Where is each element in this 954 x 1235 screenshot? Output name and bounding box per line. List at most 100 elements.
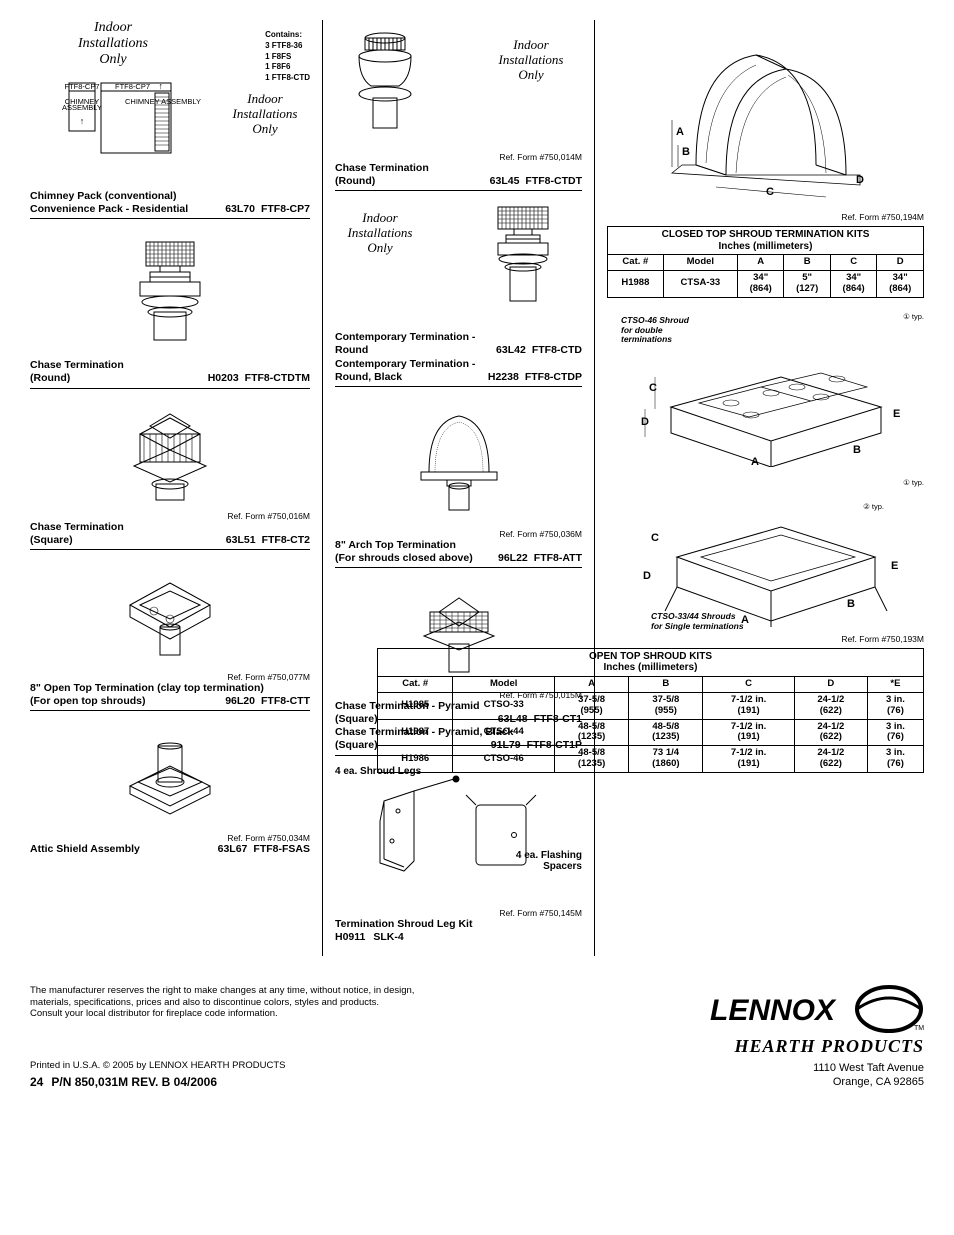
indoor-label-2: Indoor Installations Only: [220, 92, 310, 137]
td: 34" (864): [830, 270, 876, 297]
typ-note: ① typ.: [903, 478, 924, 487]
closed-top-table: CLOSED TOP SHROUD TERMINATION KITSInches…: [607, 226, 924, 298]
caption: FTF8-CTDP: [525, 371, 582, 384]
caption: Contemporary Termination -: [335, 331, 582, 344]
caption: FTF8-CP7: [261, 203, 310, 216]
td: 34" (864): [737, 270, 783, 297]
caption: Attic Shield Assembly: [30, 843, 212, 856]
svg-text:E: E: [893, 408, 900, 420]
caption: 96L20: [219, 695, 261, 708]
part-number: P/N 850,031M REV. B 04/2006: [51, 1075, 217, 1089]
caption: 63L51: [220, 534, 262, 547]
table-row: H1985CTSO-33 37-5/8 (955)37-5/8 (955) 7-…: [378, 692, 924, 719]
item-attic-shield: Ref. Form #750,034M Attic Shield Assembl…: [30, 721, 310, 858]
item-chase-round-dt: Indoor Installations Only Ref. Form #750…: [335, 20, 582, 191]
caption: Contemporary Termination -: [335, 358, 582, 371]
caption: FTF8-CTDT: [525, 175, 582, 188]
svg-text:A: A: [751, 456, 759, 467]
caption: 8" Open Top Termination (clay top termin…: [30, 682, 310, 695]
svg-text:E: E: [891, 560, 898, 572]
shroud-note: CTSO-46 Shroud for double terminations: [621, 316, 689, 345]
caption: (Round): [335, 175, 484, 188]
item-chase-square: Ref. Form #750,016M Chase Termination (S…: [30, 399, 310, 550]
ref-text: Ref. Form #750,077M: [30, 672, 310, 682]
svg-text:↑: ↑: [80, 116, 85, 126]
svg-text:FTF8-CP7: FTF8-CP7: [64, 82, 99, 91]
caption: FTF8-CTDTM: [245, 372, 310, 385]
th: A: [737, 255, 783, 271]
contains-list: Contains: 3 FTF8-36 1 F8FS 1 F8F6 1 FTF8…: [265, 30, 310, 83]
caption: H2238: [482, 371, 525, 384]
caption: FTF8-ATT: [534, 552, 582, 565]
svg-text:A: A: [676, 126, 684, 138]
svg-text:↑: ↑: [159, 81, 164, 91]
caption: Chase Termination: [30, 359, 310, 372]
indoor-label-4: Indoor Installations Only: [335, 211, 425, 256]
table-title: OPEN TOP SHROUD KITS: [589, 651, 712, 662]
middle-column: Indoor Installations Only Ref. Form #750…: [322, 20, 582, 956]
td: 5" (127): [784, 270, 830, 297]
caption: Termination Shroud Leg Kit: [335, 918, 582, 931]
caption: FTF8-CT2: [262, 534, 310, 547]
svg-text:LENNOX: LENNOX: [710, 994, 837, 1027]
ref-text: Ref. Form #750,194M: [607, 212, 924, 222]
table-subtitle: Inches (millimeters): [604, 662, 698, 673]
caption: Chimney Pack (conventional): [30, 190, 310, 203]
indoor-label-3: Indoor Installations Only: [486, 38, 576, 83]
svg-text:FTF8-CP7: FTF8-CP7: [115, 82, 150, 91]
closed-shroud-figure: A B C D Ref. Form #750,194M CLOSED TOP S…: [607, 20, 924, 298]
svg-text:B: B: [682, 146, 690, 158]
caption: Chase Termination: [30, 521, 310, 534]
caption: (For open top shrouds): [30, 695, 219, 708]
address-line: Orange, CA 92865: [704, 1075, 924, 1089]
caption: Round: [335, 344, 490, 357]
th: Model: [663, 255, 737, 271]
ref-text: Ref. Form #750,014M: [335, 152, 582, 162]
ref-text: Ref. Form #750,016M: [30, 511, 310, 521]
ref-text: Ref. Form #750,193M: [607, 634, 924, 644]
svg-text:B: B: [853, 444, 861, 456]
th: D: [877, 255, 924, 271]
indoor-label: Indoor Installations Only: [78, 20, 148, 68]
svg-text:B: B: [847, 598, 855, 610]
item-shroud-legs: 4 ea. Shroud Legs: [335, 766, 582, 946]
left-column: Indoor Installations Only FTF8-CP7 CHIMN…: [30, 20, 310, 956]
typ-note: ① typ.: [903, 312, 924, 321]
shroud-note: CTSO-33/44 Shrouds for Single terminatio…: [651, 612, 744, 632]
svg-text:CHIMNEY ASSEMBLY: CHIMNEY ASSEMBLY: [125, 97, 201, 106]
svg-text:C: C: [649, 382, 657, 394]
th: C: [830, 255, 876, 271]
caption: 8" Arch Top Termination: [335, 539, 582, 552]
th: C: [703, 676, 794, 692]
page-number: 24: [30, 1075, 43, 1089]
caption: 63L42: [490, 344, 532, 357]
item-arch-top: Ref. Form #750,036M 8" Arch Top Terminat…: [335, 397, 582, 568]
legs-label: 4 ea. Shroud Legs: [335, 766, 421, 777]
caption: 63L45: [484, 175, 526, 188]
ref-text: Ref. Form #750,145M: [335, 908, 582, 918]
item-chimney-pack: Indoor Installations Only FTF8-CP7 CHIMN…: [30, 20, 310, 219]
open-shroud-single-figure: ① typ. ② typ. C D A: [607, 472, 924, 644]
caption: H0203: [202, 372, 245, 385]
th: B: [629, 676, 703, 692]
svg-text:ASSEMBLY: ASSEMBLY: [62, 103, 102, 112]
ref-text: Ref. Form #750,036M: [335, 529, 582, 539]
caption: (Round): [30, 372, 202, 385]
td: CTSA-33: [663, 270, 737, 297]
caption: (Square): [30, 534, 220, 547]
th: *E: [867, 676, 923, 692]
caption: H0911: [335, 931, 373, 944]
caption: SLK-4: [373, 931, 582, 944]
caption: (For shrouds closed above): [335, 552, 492, 565]
th: D: [794, 676, 867, 692]
caption: 96L22: [492, 552, 534, 565]
typ-note: ② typ.: [863, 502, 884, 511]
caption: Chase Termination: [335, 162, 582, 175]
caption: 63L70: [219, 203, 261, 216]
caption: Convenience Pack - Residential: [30, 203, 219, 216]
spacers-label: 4 ea. Flashing Spacers: [516, 850, 582, 872]
lennox-logo: LENNOX TM: [704, 984, 924, 1034]
printed-line: Printed in U.S.A. © 2005 by LENNOX HEART…: [30, 1060, 704, 1071]
table-subtitle: Inches (millimeters): [719, 241, 813, 252]
table-row: H1987CTSO-44 48-5/8 (1235)48-5/8 (1235) …: [378, 719, 924, 746]
